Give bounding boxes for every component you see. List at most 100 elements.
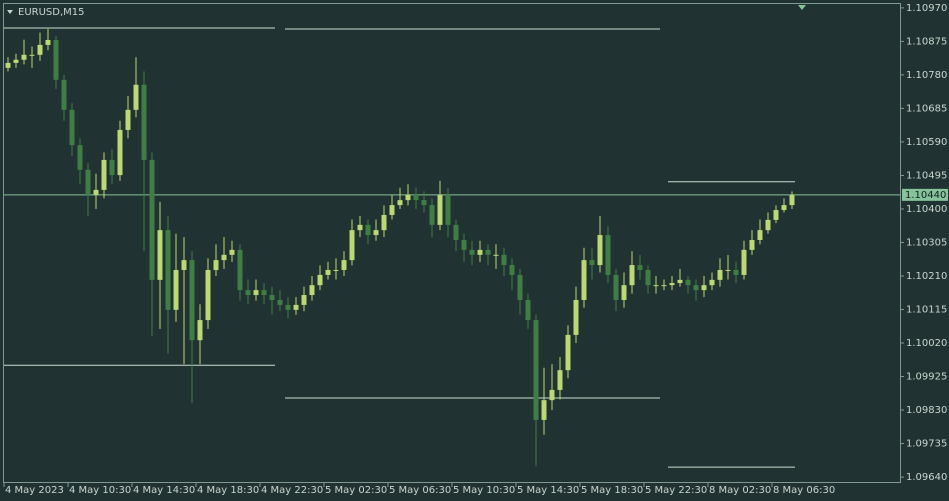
y-tick-label: 1.10780 xyxy=(906,70,947,81)
candle-body xyxy=(213,260,219,270)
candle-body xyxy=(365,224,371,236)
x-tick-label: 8 May 06:30 xyxy=(773,485,835,496)
candle-body xyxy=(757,230,763,241)
candle-body xyxy=(413,194,419,201)
candle-body xyxy=(709,279,715,286)
y-tick-label: 1.10495 xyxy=(906,170,947,181)
title-arrow xyxy=(7,10,13,14)
y-tick-label: 1.09830 xyxy=(906,405,947,416)
candle-body xyxy=(93,189,99,195)
candle-body xyxy=(533,320,539,420)
candle-body xyxy=(373,230,379,236)
candle-body xyxy=(325,269,331,275)
candle-body xyxy=(149,159,155,280)
candle-body xyxy=(565,334,571,371)
candle-body xyxy=(749,240,755,250)
candle-body xyxy=(189,260,195,341)
candle-body xyxy=(501,254,507,266)
candle-body xyxy=(437,194,443,225)
candle-body xyxy=(789,194,795,206)
candle-body xyxy=(229,249,235,255)
candle-body xyxy=(109,159,115,176)
candle-body xyxy=(573,299,579,335)
candle-body xyxy=(381,214,387,231)
candle-body xyxy=(717,269,723,280)
candle-body xyxy=(205,269,211,321)
y-tick-label: 1.10590 xyxy=(906,137,947,148)
candle-body xyxy=(765,219,771,231)
x-tick-label: 5 May 02:30 xyxy=(325,485,387,496)
candle-body xyxy=(557,370,563,390)
y-tick-label: 1.09640 xyxy=(906,472,947,483)
candle-body xyxy=(341,260,347,270)
candle-body xyxy=(645,269,651,286)
last-price-label: 1.10440 xyxy=(905,190,946,201)
candle-body xyxy=(277,299,283,305)
candle-body xyxy=(581,260,587,300)
candle-body xyxy=(389,205,395,215)
candle-body xyxy=(85,169,91,195)
candle-body xyxy=(445,194,451,225)
candle-body xyxy=(741,249,747,275)
candle-body xyxy=(197,320,203,341)
candle-body xyxy=(253,290,259,296)
last-price-box xyxy=(902,188,948,201)
candle-body xyxy=(493,254,499,256)
candle-body xyxy=(333,269,339,271)
candle-body xyxy=(141,84,147,160)
candle-body xyxy=(637,265,643,270)
candle-body xyxy=(125,109,131,130)
x-tick-label: 5 May 22:30 xyxy=(645,485,707,496)
candle-body xyxy=(429,205,435,225)
candle-body xyxy=(157,230,163,280)
candle-body xyxy=(45,39,51,45)
candle-body xyxy=(781,205,787,211)
candle-body xyxy=(221,254,227,261)
x-tick-label: 8 May 02:30 xyxy=(709,485,771,496)
candle-body xyxy=(661,285,667,287)
y-tick-label: 1.10970 xyxy=(906,3,947,14)
candle-body xyxy=(77,145,83,170)
y-tick-label: 1.10685 xyxy=(906,103,947,114)
candle-body xyxy=(525,299,531,321)
candle-body xyxy=(677,279,683,284)
candle-body xyxy=(621,285,627,300)
candle-body xyxy=(293,304,299,310)
y-tick-label: 1.09735 xyxy=(906,439,947,450)
candle-body xyxy=(405,194,411,201)
candle-body xyxy=(461,240,467,250)
candle-body xyxy=(261,290,267,296)
candle-body xyxy=(477,249,483,255)
candle-body xyxy=(53,39,59,80)
y-tick-label: 1.10305 xyxy=(906,237,947,248)
candle-body xyxy=(61,79,67,110)
candle-body xyxy=(421,200,427,206)
candle-body xyxy=(181,260,187,270)
candle-body xyxy=(101,159,107,190)
x-tick-label: 4 May 18:30 xyxy=(197,485,259,496)
candle-body xyxy=(589,260,595,266)
y-tick-label: 1.10020 xyxy=(906,338,947,349)
candle-body xyxy=(173,269,179,310)
candle-body xyxy=(541,400,547,420)
candle-body xyxy=(701,285,707,291)
candle-body xyxy=(21,54,27,60)
y-tick-label: 1.10115 xyxy=(906,304,947,315)
candle-body xyxy=(605,235,611,275)
x-tick-label: 5 May 14:30 xyxy=(517,485,579,496)
x-tick-label: 4 May 10:30 xyxy=(69,485,131,496)
candle-body xyxy=(133,84,139,110)
candle-body xyxy=(5,62,11,68)
candle-body xyxy=(629,265,635,286)
candle-body xyxy=(301,295,307,305)
shift-marker xyxy=(798,5,806,10)
candle-body xyxy=(285,304,291,310)
candle-body xyxy=(693,285,699,291)
candle-body xyxy=(269,295,275,300)
candle-body xyxy=(685,279,691,286)
x-tick-label: 4 May 2023 xyxy=(5,485,64,496)
candle-body xyxy=(317,274,323,286)
candle-body xyxy=(669,283,675,286)
candle-body xyxy=(509,265,515,275)
candle-body xyxy=(597,235,603,266)
